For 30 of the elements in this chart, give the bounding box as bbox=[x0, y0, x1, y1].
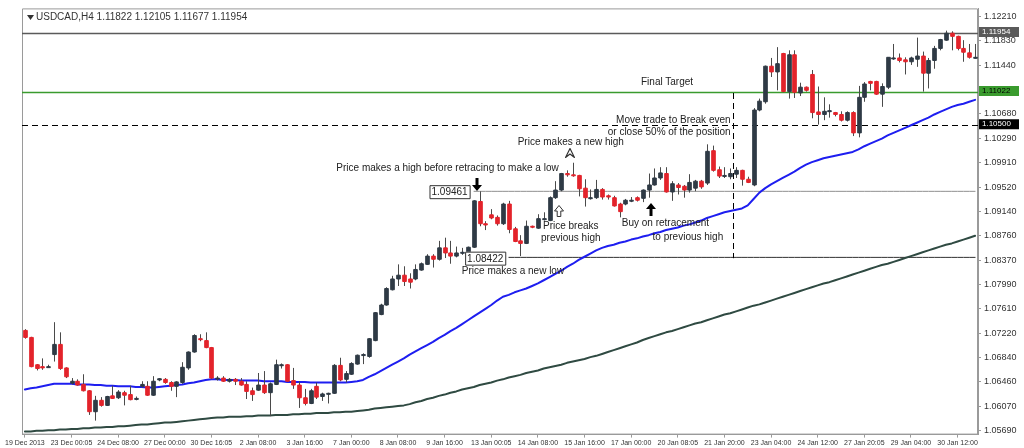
y-tick-label: 1.06070 bbox=[984, 401, 1017, 412]
y-tick-label: 1.07610 bbox=[984, 303, 1017, 314]
annotation: Price breaks previous high bbox=[541, 220, 601, 244]
annotation: Final Target bbox=[641, 76, 694, 88]
y-tick-label: 1.11830 bbox=[984, 35, 1016, 46]
y-tick-label: 1.05690 bbox=[984, 425, 1017, 436]
y-tick-label: 1.09140 bbox=[984, 206, 1017, 217]
annotation: Move trade to Break even or close 50% of the position bbox=[607, 113, 731, 137]
y-tick-label: 1.06460 bbox=[984, 376, 1017, 387]
ref-line-label: 1.11022 bbox=[982, 86, 1011, 96]
y-tick-label: 1.12210 bbox=[984, 11, 1017, 22]
y-tick-label: 1.08370 bbox=[984, 255, 1017, 266]
annotation: Price makes a high before retracing to make a low bbox=[336, 162, 560, 174]
y-tick-label: 1.06840 bbox=[984, 352, 1017, 363]
y-tick-label: 1.07220 bbox=[984, 328, 1017, 339]
y-tick-label: 1.09910 bbox=[984, 157, 1017, 168]
ref-line-label: 1.10500 bbox=[982, 119, 1012, 129]
annotation: Price makes a new high bbox=[517, 136, 624, 148]
y-tick-label: 1.10290 bbox=[984, 133, 1017, 144]
candlestick bbox=[437, 240, 442, 262]
annotation: to previous high bbox=[652, 230, 724, 242]
y-tick-label: 1.08760 bbox=[984, 230, 1017, 241]
ref-line-label: 1.11954 bbox=[982, 27, 1011, 37]
y-tick-label: 1.10680 bbox=[984, 108, 1017, 119]
y-tick-label: 1.07990 bbox=[984, 279, 1017, 290]
y-tick-label: 1.11440 bbox=[984, 60, 1016, 71]
chart-title: USDCAD,H4 1.11822 1.12105 1.11677 1.11954 bbox=[36, 11, 248, 24]
annotation: 1.08422 bbox=[467, 252, 504, 264]
y-tick-label: 1.09520 bbox=[984, 182, 1017, 192]
annotation: 1.09461 bbox=[431, 186, 469, 198]
